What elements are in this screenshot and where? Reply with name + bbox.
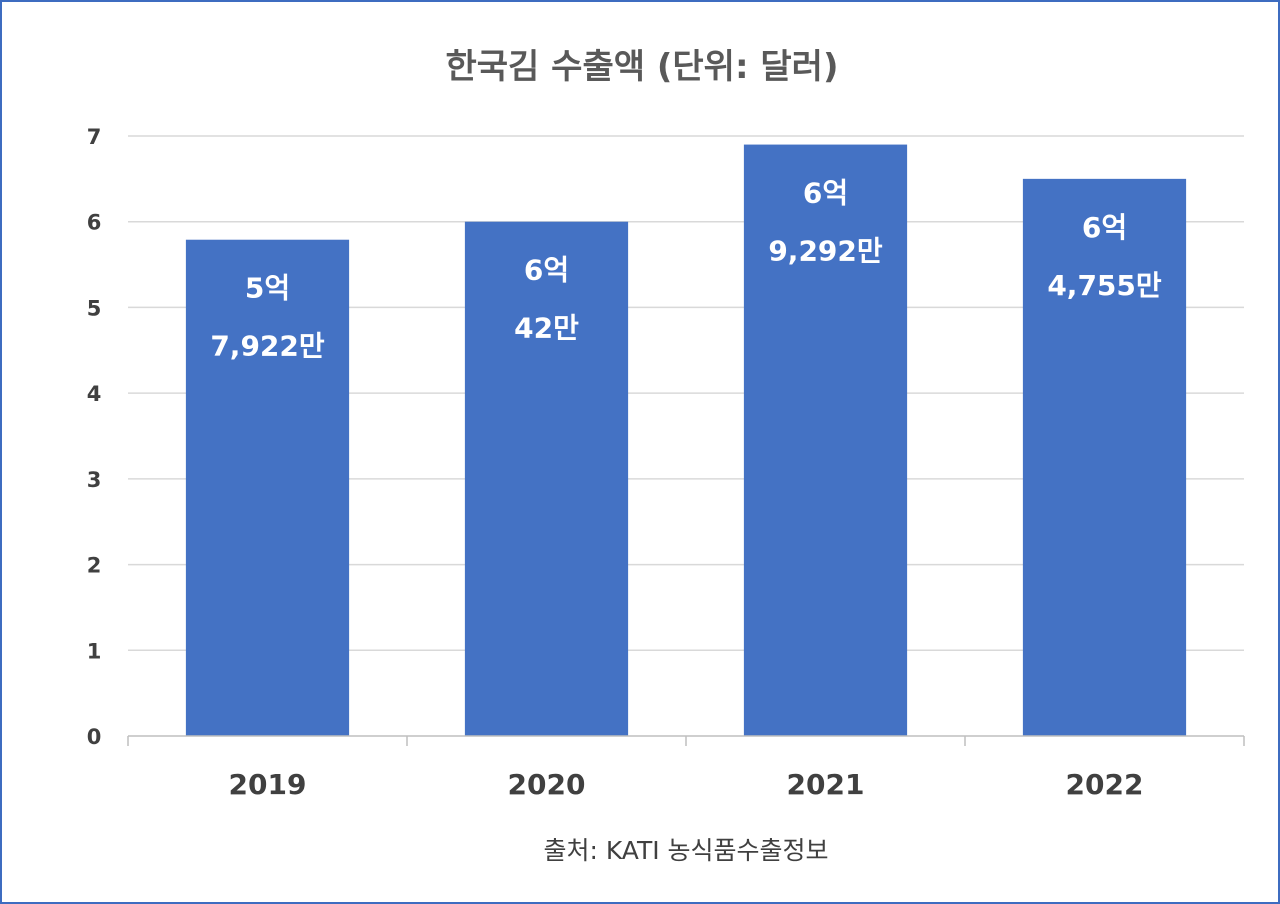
data-label: 7,922만 [210, 330, 325, 363]
data-label: 9,292만 [768, 235, 883, 268]
x-tick-label: 2021 [787, 768, 865, 801]
y-tick-label: 0 [87, 725, 102, 749]
data-label: 6억 [1082, 211, 1127, 244]
x-axis [127, 735, 1245, 746]
y-tick-label: 5 [87, 296, 102, 320]
y-tick-label: 3 [87, 468, 102, 492]
x-tick-label: 2020 [508, 768, 586, 801]
y-tick-label: 6 [87, 211, 102, 235]
x-tick-label: 2019 [229, 768, 307, 801]
bar [185, 239, 350, 736]
data-label: 6억 [803, 177, 848, 210]
bar [464, 221, 629, 736]
data-label: 6억 [524, 254, 569, 287]
x-tick-label: 2022 [1066, 768, 1144, 801]
y-tick-label: 1 [87, 639, 102, 663]
chart-title: 한국김 수출액 (단위: 달러) [446, 47, 839, 87]
data-label: 42만 [514, 312, 579, 345]
data-label: 4,755만 [1047, 269, 1162, 302]
bars [185, 144, 1187, 737]
y-tick-label: 7 [87, 125, 102, 149]
source-note: 출처: KATI 농식품수출정보 [543, 836, 828, 865]
bar [743, 144, 908, 737]
data-labels: 5억 7,922만 6억 42만 6억 9,292만 6억 4,755만 [210, 177, 1162, 363]
bar [1022, 178, 1187, 736]
y-tick-label: 4 [87, 382, 102, 406]
data-label: 5억 [245, 272, 290, 305]
y-axis-ticks: 0 1 2 3 4 5 6 7 [87, 125, 102, 749]
x-axis-ticks: 2019 2020 2021 2022 [229, 768, 1144, 801]
y-tick-label: 2 [87, 554, 102, 578]
